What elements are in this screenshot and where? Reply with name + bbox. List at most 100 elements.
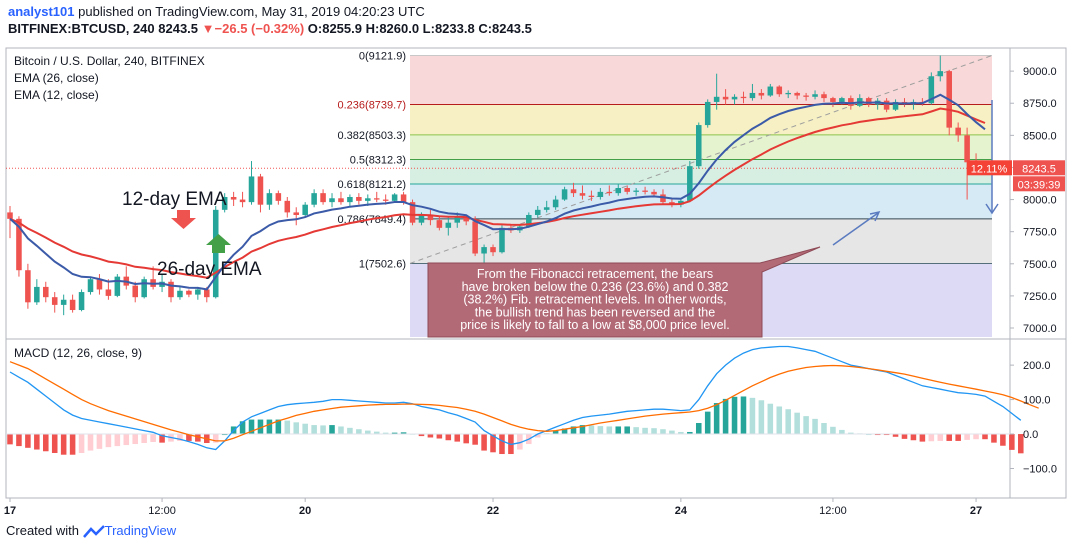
- candle[interactable]: [96, 274, 103, 295]
- candle[interactable]: [445, 217, 452, 236]
- candle[interactable]: [579, 185, 586, 200]
- callout-line-0: From the Fibonacci retracement, the bear…: [477, 267, 713, 281]
- candle[interactable]: [543, 200, 550, 213]
- author-link[interactable]: analyst101: [8, 4, 75, 19]
- macd-legend[interactable]: MACD (12, 26, close, 9): [14, 346, 143, 360]
- macd-histogram-bar: [946, 434, 952, 441]
- macd-histogram-bar: [1009, 434, 1015, 450]
- candle[interactable]: [687, 161, 693, 203]
- candle[interactable]: [883, 98, 890, 113]
- ema26-legend[interactable]: EMA (26, close): [14, 71, 99, 85]
- ema12-line[interactable]: [9, 93, 986, 291]
- macd-histogram-bar: [347, 427, 353, 435]
- candle[interactable]: [141, 276, 147, 299]
- candle[interactable]: [248, 161, 255, 205]
- candle[interactable]: [78, 289, 85, 312]
- candle[interactable]: [749, 83, 756, 101]
- candle[interactable]: [391, 193, 398, 203]
- candle[interactable]: [785, 90, 791, 99]
- candle[interactable]: [472, 216, 478, 257]
- macd-line[interactable]: [9, 345, 1022, 451]
- candle[interactable]: [51, 292, 58, 313]
- candle[interactable]: [937, 55, 944, 82]
- candle[interactable]: [704, 99, 711, 128]
- candle-body: [302, 204, 308, 215]
- candle[interactable]: [758, 89, 765, 100]
- candle[interactable]: [713, 73, 720, 110]
- candle[interactable]: [356, 193, 362, 205]
- candle[interactable]: [320, 189, 326, 205]
- candle[interactable]: [695, 122, 702, 169]
- candle[interactable]: [615, 184, 622, 196]
- candle[interactable]: [114, 274, 121, 298]
- candle[interactable]: [239, 191, 246, 208]
- candle[interactable]: [767, 83, 774, 97]
- candle[interactable]: [821, 91, 827, 102]
- candle[interactable]: [266, 189, 273, 210]
- ema12-legend[interactable]: EMA (12, close): [14, 88, 99, 102]
- candle[interactable]: [87, 276, 94, 295]
- candle[interactable]: [606, 185, 613, 196]
- candle[interactable]: [43, 281, 49, 303]
- signal-line[interactable]: [9, 361, 1039, 442]
- macd-histogram-bar: [159, 434, 165, 443]
- tradingview-brand[interactable]: TradingView: [104, 523, 177, 538]
- candle[interactable]: [25, 263, 31, 309]
- candle[interactable]: [731, 94, 738, 105]
- candle[interactable]: [34, 279, 40, 305]
- candle[interactable]: [588, 190, 595, 201]
- candle[interactable]: [561, 186, 568, 201]
- candle[interactable]: [60, 294, 67, 316]
- candle[interactable]: [302, 202, 308, 218]
- candle[interactable]: [776, 85, 783, 97]
- candle-body: [463, 217, 469, 222]
- candle[interactable]: [230, 191, 237, 206]
- candle[interactable]: [740, 91, 747, 104]
- candle[interactable]: [329, 193, 335, 208]
- candle[interactable]: [293, 207, 300, 226]
- candle[interactable]: [812, 90, 818, 100]
- candle[interactable]: [490, 244, 496, 257]
- candle[interactable]: [168, 279, 174, 303]
- candle[interactable]: [946, 69, 952, 136]
- candle[interactable]: [436, 216, 443, 231]
- candle[interactable]: [195, 286, 201, 300]
- candle-body: [195, 289, 201, 295]
- candle[interactable]: [570, 182, 577, 197]
- candle[interactable]: [257, 173, 264, 213]
- candle[interactable]: [526, 212, 532, 228]
- symbol-name[interactable]: BITFINEX:BTCUSD, 240: [8, 21, 155, 36]
- candle[interactable]: [830, 96, 836, 108]
- macd-histogram-bar: [892, 434, 899, 437]
- candle[interactable]: [69, 294, 76, 313]
- candle[interactable]: [624, 185, 630, 195]
- candle[interactable]: [534, 205, 541, 218]
- candle[interactable]: [642, 186, 648, 195]
- candle[interactable]: [284, 196, 291, 218]
- candle[interactable]: [132, 281, 139, 303]
- candle[interactable]: [552, 195, 559, 210]
- candle[interactable]: [892, 99, 899, 111]
- ema26-line[interactable]: [9, 107, 986, 279]
- candle[interactable]: [722, 89, 729, 105]
- candle[interactable]: [186, 289, 192, 298]
- candle[interactable]: [427, 209, 434, 226]
- candle[interactable]: [7, 205, 13, 239]
- candle[interactable]: [955, 122, 961, 142]
- candle[interactable]: [338, 191, 344, 205]
- candle-body: [695, 125, 702, 167]
- candle[interactable]: [275, 190, 282, 205]
- candle[interactable]: [597, 188, 604, 200]
- candle[interactable]: [794, 91, 800, 100]
- candle[interactable]: [803, 92, 809, 101]
- candle[interactable]: [633, 188, 639, 196]
- candle[interactable]: [347, 194, 353, 206]
- candle[interactable]: [373, 191, 380, 203]
- candle[interactable]: [105, 279, 112, 300]
- candle[interactable]: [409, 199, 416, 226]
- candle[interactable]: [311, 189, 317, 208]
- candle[interactable]: [221, 193, 228, 213]
- pct-badge-text: 12.11%: [971, 163, 1008, 175]
- candle[interactable]: [177, 286, 183, 300]
